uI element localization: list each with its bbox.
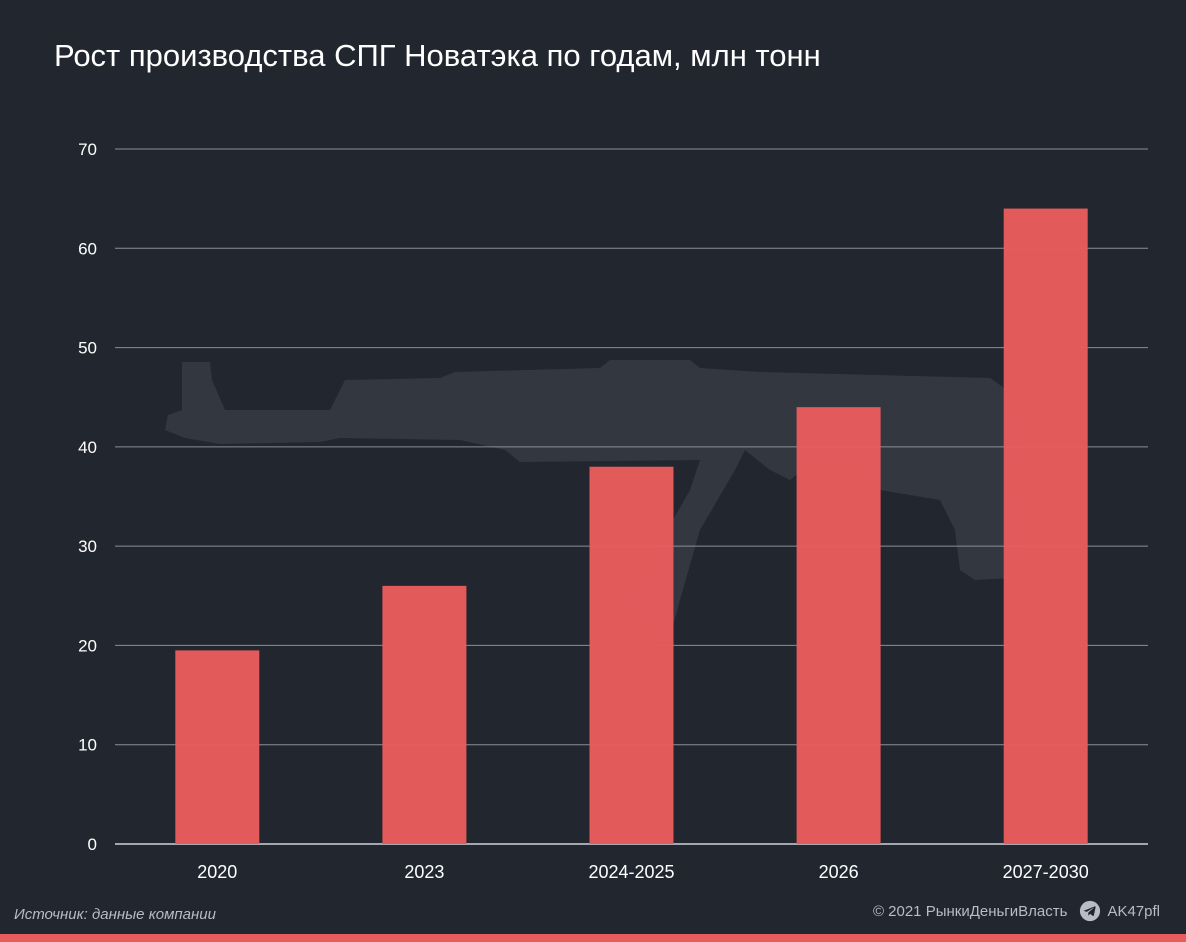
bar <box>796 407 881 844</box>
y-tick-label: 20 <box>78 636 97 655</box>
y-tick-label: 0 <box>88 835 97 854</box>
bar-chart: 0 10 20 30 40 50 60 70 2020 2023 2024-2025 2026 2027… <box>78 140 1148 882</box>
y-tick-label: 70 <box>78 140 97 159</box>
telegram-handle: AK47pfl <box>1107 902 1160 920</box>
bottom-accent-bar <box>0 934 1186 942</box>
source-note: Источник: данные компании <box>14 906 216 923</box>
bar <box>589 466 674 844</box>
bar <box>1003 208 1088 845</box>
bar <box>382 585 467 844</box>
x-tick-label: 2020 <box>197 862 237 882</box>
y-tick-label: 50 <box>78 339 97 358</box>
telegram-icon <box>1080 900 1101 922</box>
bar <box>175 650 260 844</box>
credits: © 2021 РынкиДеньгиВласть AK47pfl <box>873 900 1160 922</box>
x-tick-label: 2027-2030 <box>1003 862 1089 882</box>
x-tick-label: 2024-2025 <box>588 862 674 882</box>
y-tick-label: 60 <box>78 239 97 258</box>
x-tick-label: 2026 <box>819 862 859 882</box>
y-tick-label: 40 <box>78 438 97 457</box>
y-tick-label: 30 <box>78 537 97 556</box>
y-tick-label: 10 <box>78 736 97 755</box>
copyright-text: © 2021 РынкиДеньгиВласть <box>872 902 1068 920</box>
x-tick-label: 2023 <box>404 862 444 882</box>
chart-title: Рост производства СПГ Новатэка по годам,… <box>54 38 821 73</box>
